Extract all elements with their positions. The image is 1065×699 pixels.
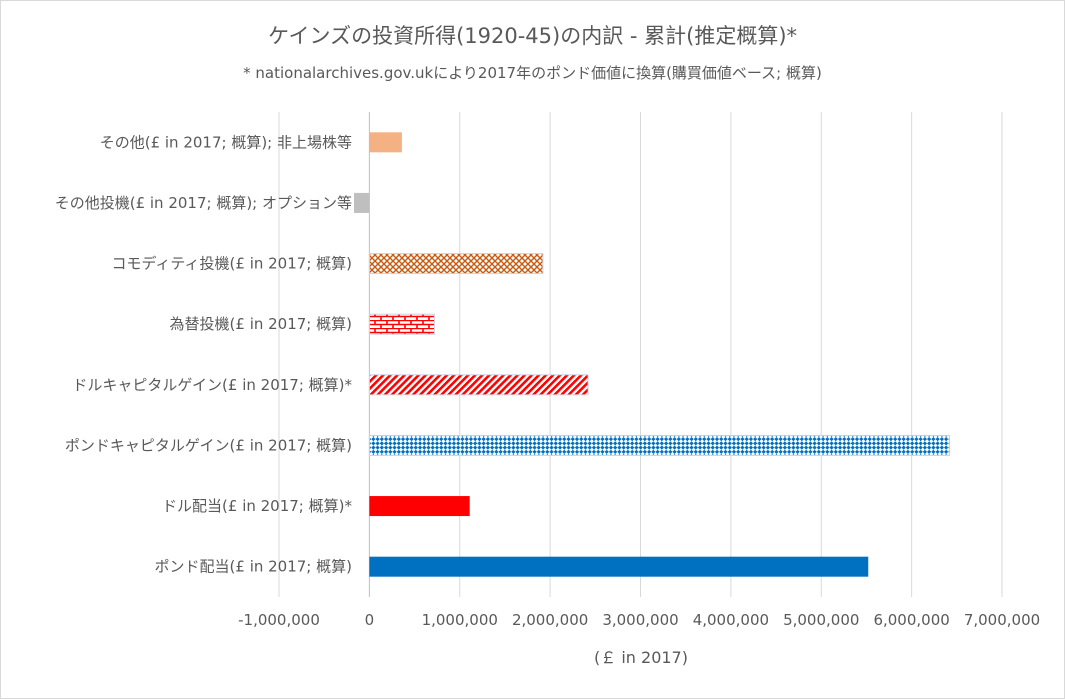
chart-title: ケインズの投資所得(1920-45)の内訳 - 累計(推定概算)* xyxy=(267,24,798,48)
bar xyxy=(369,132,402,153)
bar xyxy=(368,374,589,396)
category-label: 為替投機(£ in 2017; 概算) xyxy=(170,315,352,333)
x-tick-label: 1,000,000 xyxy=(422,611,498,629)
bar xyxy=(368,253,544,275)
category-label: ポンドキャピタルゲイン(£ in 2017; 概算) xyxy=(65,436,352,454)
x-axis-title: (￡ in 2017) xyxy=(594,648,688,667)
bar xyxy=(369,496,470,517)
x-tick-label: -1,000,000 xyxy=(238,611,320,629)
chart-subtitle: * nationalarchives.gov.ukにより2017年のポンド価値に… xyxy=(243,64,822,82)
bar xyxy=(368,313,435,335)
bar xyxy=(368,434,951,456)
x-tick-label: 4,000,000 xyxy=(693,611,769,629)
category-label: ドルキャピタルゲイン(£ in 2017; 概算)* xyxy=(72,376,352,394)
x-tick-label: 2,000,000 xyxy=(512,611,588,629)
category-label: ドル配当(£ in 2017; 概算)* xyxy=(162,497,352,515)
x-tick-label: 6,000,000 xyxy=(873,611,949,629)
x-tick-label: 5,000,000 xyxy=(783,611,859,629)
bar xyxy=(354,192,370,213)
category-label: ポンド配当(£ in 2017; 概算) xyxy=(155,558,352,576)
bar xyxy=(369,556,869,577)
x-tick-label: 7,000,000 xyxy=(964,611,1040,629)
category-label: その他投機(£ in 2017; 概算); オプション等 xyxy=(55,194,352,212)
category-label: その他(£ in 2017; 概算); 非上場株等 xyxy=(100,133,352,151)
x-tick-label: 3,000,000 xyxy=(602,611,678,629)
category-label: コモディティ投機(£ in 2017; 概算) xyxy=(111,255,352,273)
x-tick-label: 0 xyxy=(365,611,375,629)
